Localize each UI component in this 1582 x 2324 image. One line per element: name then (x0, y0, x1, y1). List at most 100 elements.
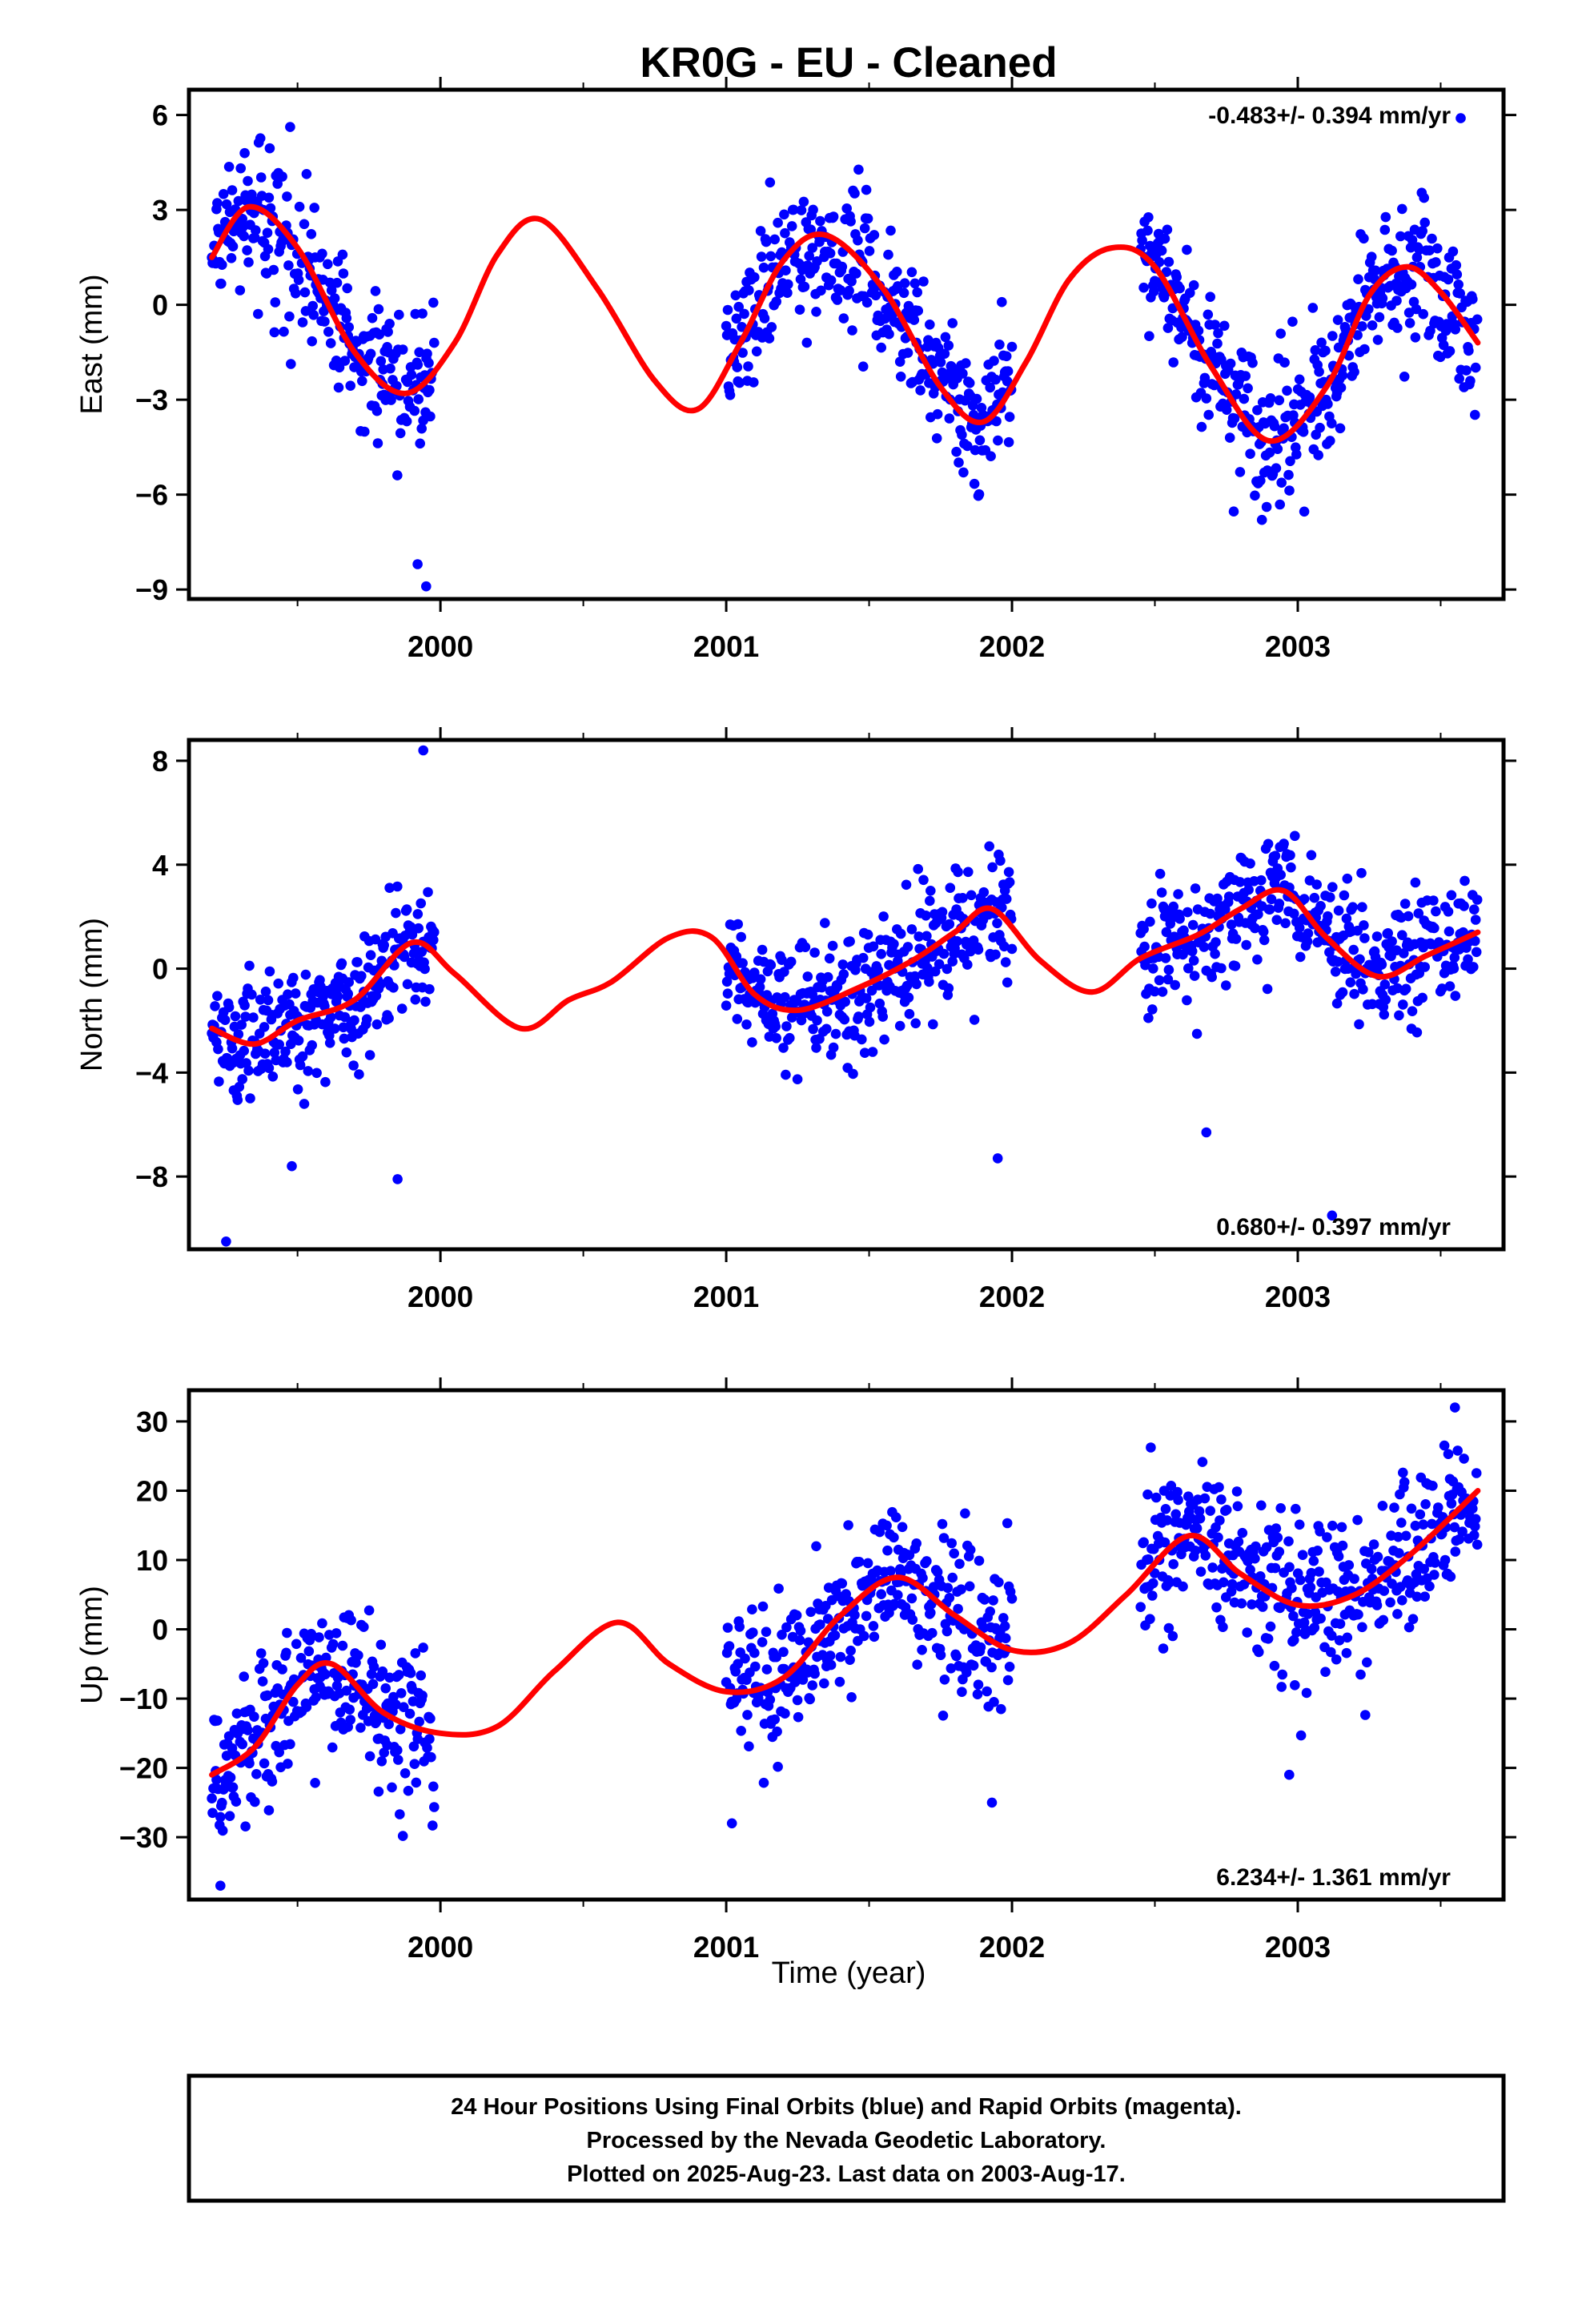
up-data-point (258, 1658, 269, 1669)
up-data-point (1410, 1520, 1421, 1531)
east-y-tick-label: 6 (152, 99, 168, 132)
up-data-point (1166, 1481, 1177, 1491)
north-data-point (292, 1084, 303, 1095)
up-data-point (337, 1640, 348, 1651)
north-data-point (1145, 916, 1155, 927)
up-data-point (979, 1594, 990, 1605)
east-data-point (216, 278, 227, 289)
up-data-point (267, 1776, 278, 1787)
east-data-point (811, 307, 821, 317)
north-data-point (311, 1068, 322, 1079)
up-data-point (876, 1589, 886, 1599)
north-rate-label: 0.680+/- 0.397 mm/yr (1216, 1214, 1451, 1240)
east-data-point (958, 467, 969, 478)
east-data-point (779, 209, 789, 220)
up-outlier-point (215, 1880, 226, 1891)
east-data-point (964, 378, 975, 388)
north-data-point (1331, 998, 1343, 1009)
east-data-point (345, 380, 356, 392)
north-data-point (320, 1076, 331, 1088)
north-data-point (269, 1047, 280, 1058)
up-data-point (1407, 1614, 1419, 1624)
up-data-point (301, 1702, 312, 1712)
east-data-point (1221, 404, 1232, 415)
up-data-point (781, 1622, 792, 1633)
footer-line-2: Processed by the Nevada Geodetic Laborat… (587, 2128, 1106, 2153)
east-data-point (1443, 274, 1454, 285)
up-data-point (400, 1768, 411, 1779)
up-data-point (1291, 1503, 1301, 1514)
north-data-point (984, 841, 994, 852)
up-y-tick-label: 30 (136, 1405, 168, 1438)
east-data-point (1162, 224, 1173, 235)
east-data-point (1352, 330, 1363, 340)
east-data-point (1337, 370, 1348, 381)
north-plot-frame (187, 738, 1506, 1252)
up-data-point (944, 1593, 955, 1603)
east-data-point (783, 279, 793, 290)
east-data-point (1003, 436, 1014, 448)
up-data-point (396, 1688, 407, 1699)
east-data-point (845, 216, 856, 227)
north-data-point (901, 879, 912, 891)
up-data-point (795, 1626, 806, 1636)
north-data-point (962, 959, 973, 970)
up-data-point (1233, 1536, 1244, 1547)
east-data-point (223, 162, 235, 172)
north-data-point (1446, 890, 1457, 901)
north-data-point (911, 979, 921, 990)
north-y-tick-label: 8 (152, 745, 168, 778)
north-data-point (966, 890, 977, 901)
east-data-point (1203, 309, 1214, 320)
north-data-point (1245, 858, 1255, 869)
north-data-point (232, 1095, 243, 1105)
north-x-tick-label: 2001 (693, 1281, 759, 1313)
east-data-point (1313, 450, 1323, 460)
up-data-point (397, 1831, 408, 1841)
up-data-point (1245, 1564, 1255, 1575)
east-data-point (307, 336, 318, 347)
north-data-point (1165, 919, 1176, 929)
up-data-point (217, 1825, 228, 1836)
east-data-point (1397, 203, 1407, 215)
up-data-point (947, 1572, 958, 1583)
up-data-point (932, 1566, 943, 1578)
east-data-point (1235, 467, 1246, 477)
up-data-point (1322, 1532, 1332, 1542)
up-y-tick-label: 10 (136, 1544, 168, 1577)
up-data-point (954, 1558, 965, 1570)
east-data-point (1271, 463, 1282, 473)
north-data-point (391, 907, 401, 919)
north-data-point (1270, 850, 1281, 861)
up-data-point (375, 1639, 387, 1651)
north-data-point (1443, 926, 1455, 937)
up-data-point (1418, 1519, 1428, 1530)
up-data-point (809, 1668, 820, 1679)
up-data-point (373, 1786, 384, 1797)
east-model-curve (209, 203, 1481, 444)
east-data-point (1379, 224, 1391, 235)
up-data-point (1470, 1521, 1480, 1532)
east-data-point (732, 362, 743, 372)
north-data-point (1187, 919, 1199, 931)
north-data-point (223, 1002, 235, 1013)
east-data-point (414, 347, 424, 358)
north-data-point (1355, 954, 1365, 965)
east-rate-label: -0.483+/- 0.394 mm/yr (1208, 103, 1451, 129)
east-data-point (944, 413, 955, 424)
east-data-point (1162, 323, 1174, 333)
up-data-point (422, 1743, 432, 1753)
up-data-point (1272, 1532, 1283, 1543)
up-data-point (951, 1651, 962, 1662)
up-data-point (1168, 1558, 1178, 1570)
north-data-point (1154, 975, 1165, 986)
up-data-point (418, 1642, 428, 1653)
north-data-point (857, 1034, 867, 1045)
east-data-point (962, 440, 973, 452)
east-data-point (1004, 412, 1015, 422)
north-data-point (874, 998, 885, 1009)
up-data-point (1400, 1530, 1411, 1542)
north-data-point (1371, 931, 1383, 942)
east-data-point (243, 257, 254, 267)
up-data-point (1251, 1541, 1261, 1552)
